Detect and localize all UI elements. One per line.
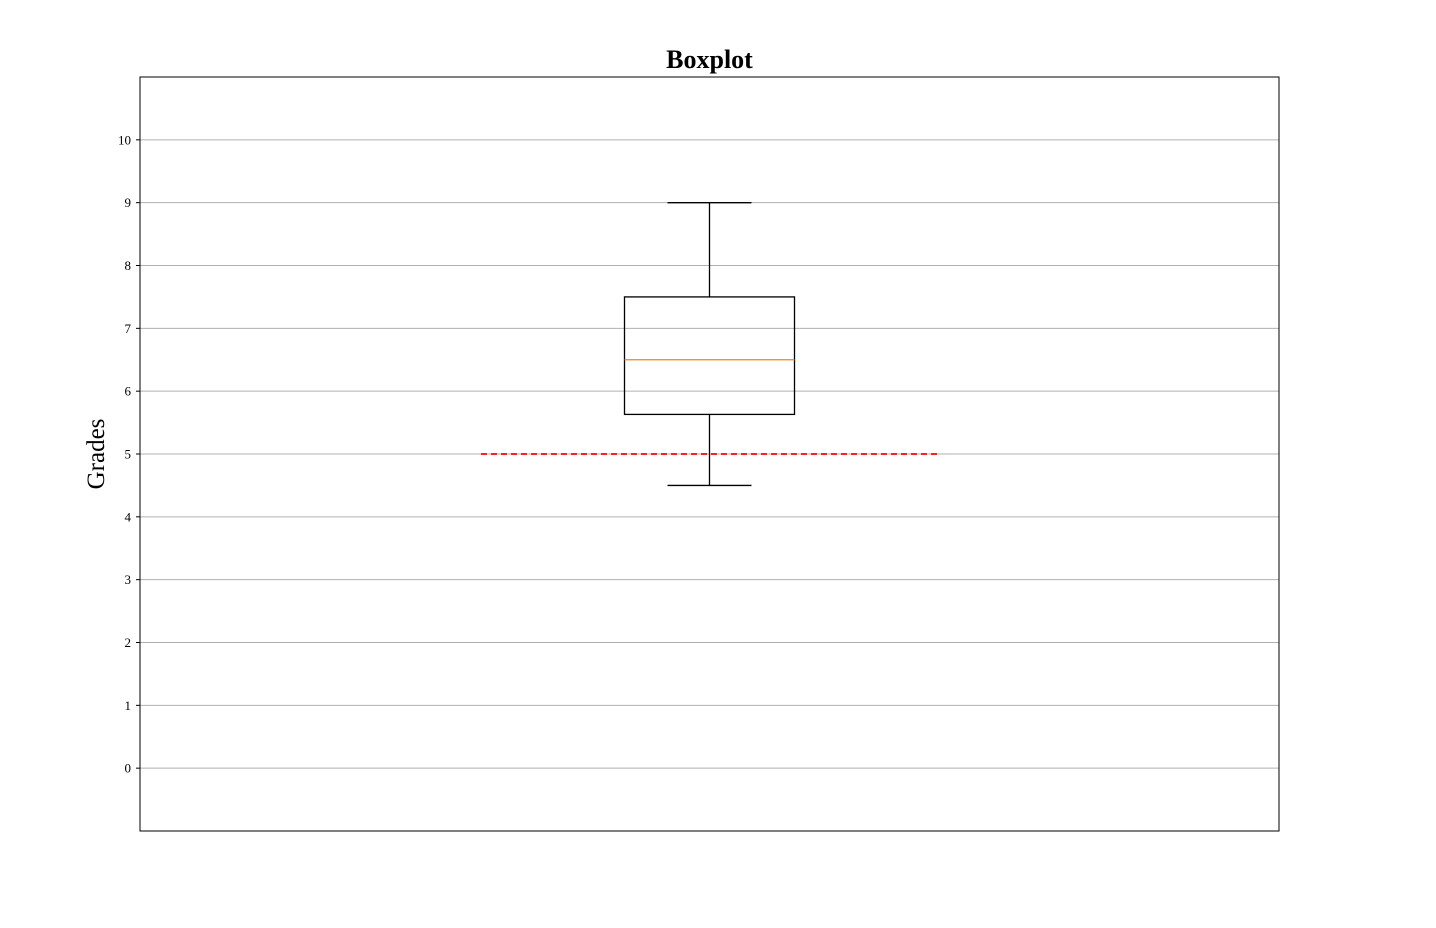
y-tick-label: 6: [125, 384, 132, 399]
y-tick-label: 1: [125, 698, 132, 713]
plot-frame: [139, 76, 1280, 832]
box-group: [623, 202, 796, 487]
y-tick-label: 10: [118, 132, 131, 147]
y-tick-label: 7: [125, 321, 132, 336]
y-tick-label: 3: [125, 572, 132, 587]
y-tick-label: 0: [125, 761, 132, 776]
y-axis-label: Grades: [83, 419, 110, 490]
box-iqr: [623, 296, 796, 416]
y-tick-label: 4: [125, 509, 132, 524]
y-tick-label: 8: [125, 258, 132, 273]
y-tick-label: 9: [125, 195, 132, 210]
chart-title: Boxplot: [666, 45, 753, 74]
y-tick-label: 5: [125, 447, 132, 462]
y-axis-ticks: 0 1 2 3 4 5 6 7 8 9 10: [118, 132, 140, 776]
y-tick-label: 2: [125, 635, 132, 650]
